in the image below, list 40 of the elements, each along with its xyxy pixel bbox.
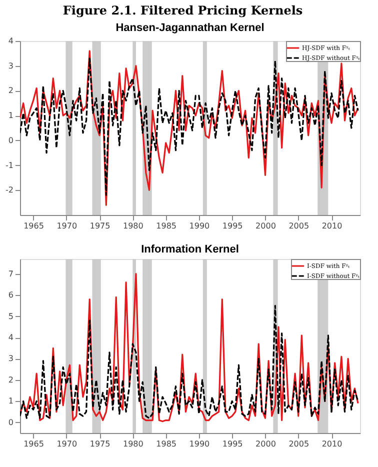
x-tick-label: 1995 — [222, 440, 243, 448]
x-tick-label: 1975 — [90, 222, 110, 230]
y-tick-label: -1 — [6, 160, 14, 170]
y-tick-label: 5 — [8, 312, 14, 321]
x-tick-label: 1995 — [222, 222, 243, 230]
y-tick-label: 2 — [8, 86, 14, 96]
line-series — [20, 273, 359, 422]
x-tick-label: 1970 — [56, 222, 78, 230]
y-tick-label: 3 — [8, 354, 14, 364]
x-tick-label: 2000 — [256, 440, 276, 448]
x-tick-label: 1980 — [122, 440, 144, 448]
y-tick-label: 4 — [8, 333, 14, 342]
x-tick-label: 2010 — [322, 222, 342, 230]
caption: Figure 2.1. Filtered Pricing Kernels — [62, 4, 303, 18]
x-tick-label: 1990 — [189, 440, 210, 448]
y-tick-label: -2 — [6, 186, 14, 195]
x-tick-label: 1985 — [156, 222, 176, 230]
y-tick-label: 6 — [8, 290, 14, 300]
y-tick-label: 2 — [8, 375, 14, 384]
y-tick-label: 4 — [8, 36, 14, 46]
y-tick-label: 7 — [8, 269, 14, 278]
y-tick-label: 3 — [8, 61, 14, 70]
y-tick-label: 0 — [8, 418, 14, 427]
line-series — [20, 304, 359, 419]
x-tick-label: 1980 — [122, 222, 144, 230]
y-tick-label: 1 — [8, 111, 14, 120]
chart-title: Hansen-Jagannathan Kernel — [116, 22, 264, 34]
y-tick-label: 0 — [8, 136, 14, 145]
chart-title: Information Kernel — [141, 244, 239, 256]
x-tick-label: 1985 — [156, 440, 176, 448]
x-tick-label: 1990 — [189, 222, 210, 230]
x-tick-label: 2005 — [288, 222, 310, 230]
x-tick-label: 1975 — [90, 440, 110, 448]
x-tick-label: 2005 — [288, 440, 310, 448]
x-tick-label: 1970 — [56, 440, 78, 448]
x-tick-label: 2010 — [322, 440, 342, 448]
x-tick-label: 1965 — [24, 222, 44, 230]
y-tick-label: 1 — [8, 396, 14, 406]
x-tick-label: 2000 — [256, 222, 276, 230]
x-tick-label: 1965 — [24, 440, 44, 448]
